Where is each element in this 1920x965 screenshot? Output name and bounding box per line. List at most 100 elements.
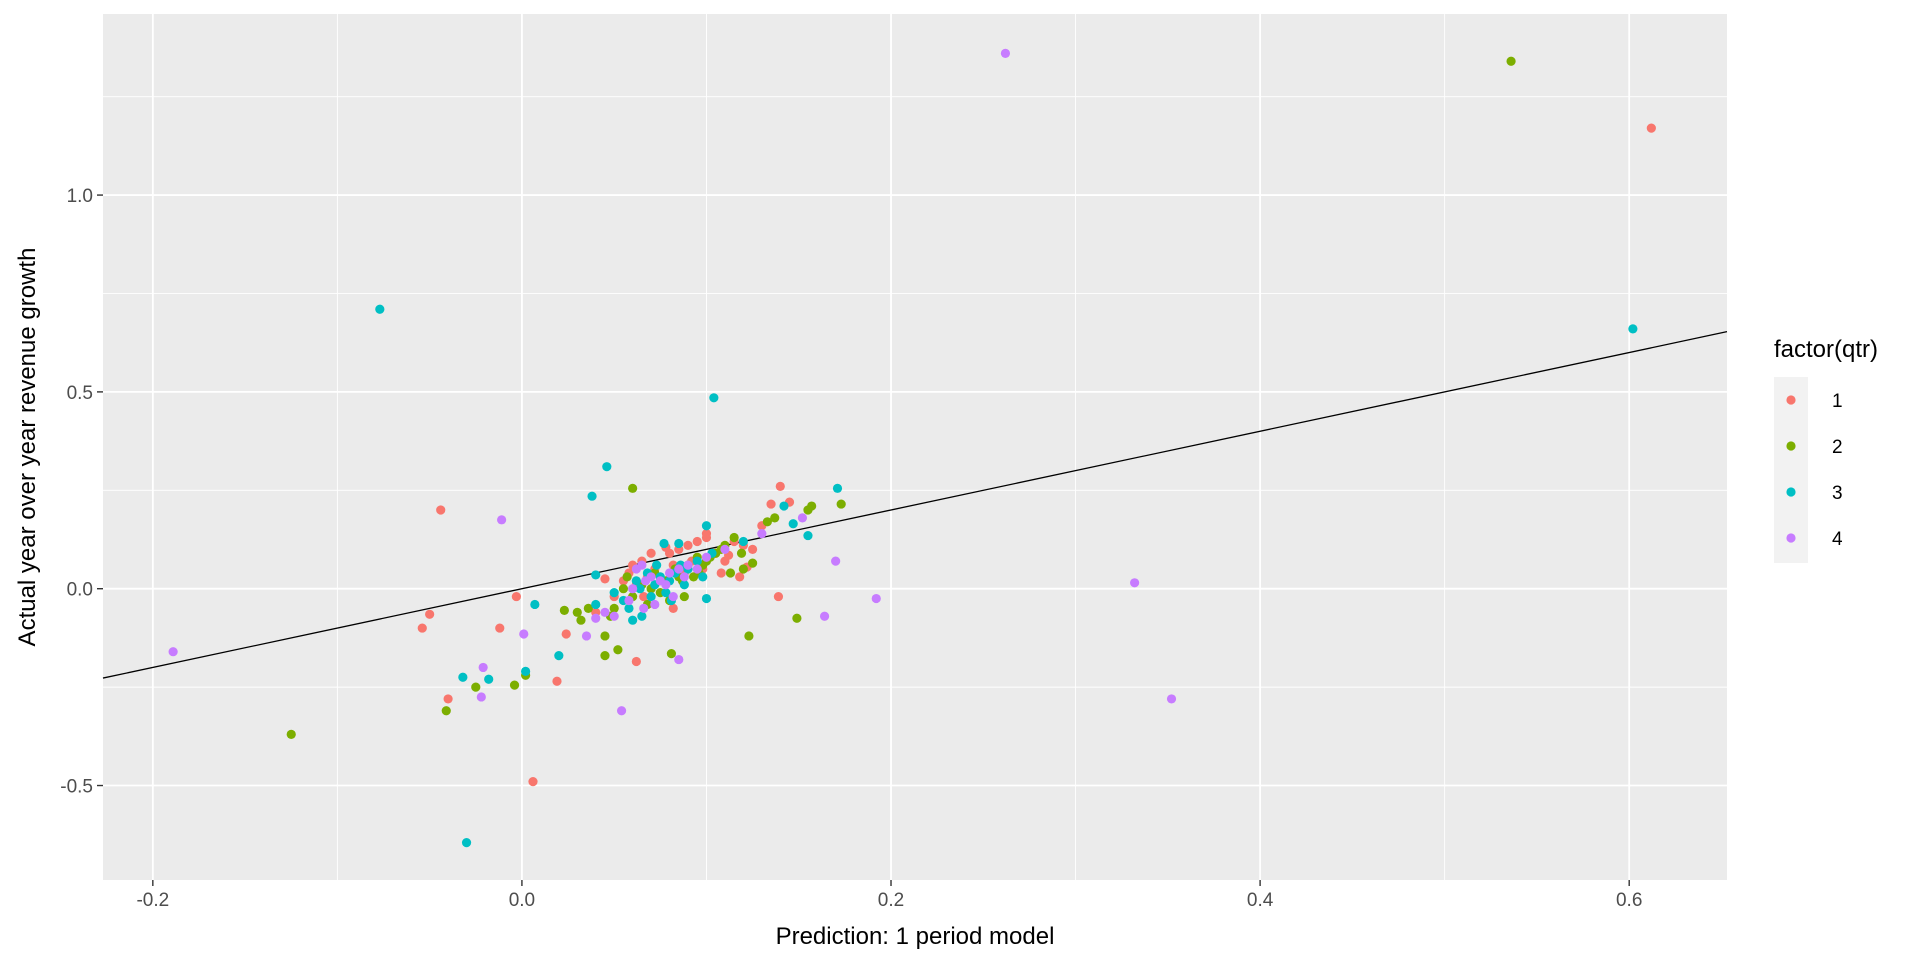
data-point-qtr-3 — [635, 584, 645, 594]
data-point-qtr-1 — [561, 629, 571, 639]
data-point-qtr-3 — [591, 570, 601, 580]
data-point-qtr-2 — [738, 564, 748, 574]
data-point-qtr-1 — [646, 548, 656, 558]
data-point-qtr-4 — [478, 662, 488, 673]
data-point-qtr-4 — [497, 515, 507, 525]
data-point-qtr-4 — [1130, 578, 1140, 588]
data-point-qtr-1 — [417, 623, 427, 633]
legend-label-qtr-1: 1 — [1832, 391, 1843, 412]
reference-line — [102, 331, 1728, 679]
data-point-qtr-3 — [679, 580, 689, 590]
data-point-qtr-3 — [530, 599, 540, 610]
data-point-qtr-3 — [461, 838, 472, 848]
data-point-qtr-1 — [443, 694, 453, 704]
data-point-qtr-4 — [664, 568, 675, 578]
data-point-qtr-1 — [668, 603, 678, 613]
data-point-qtr-1 — [528, 776, 538, 787]
data-point-qtr-4 — [631, 564, 641, 574]
data-point-qtr-4 — [692, 564, 702, 574]
data-point-qtr-3 — [788, 519, 798, 529]
data-point-qtr-1 — [436, 505, 446, 515]
data-point-qtr-3 — [674, 538, 684, 549]
data-point-qtr-3 — [602, 462, 612, 472]
data-point-qtr-4 — [871, 593, 881, 604]
x-axis: -0.2 0.0 0.2 0.4 0.6 — [136, 880, 1642, 911]
data-point-qtr-2 — [576, 615, 586, 625]
data-point-qtr-3 — [692, 556, 702, 566]
data-point-qtr-1 — [735, 572, 745, 582]
legend-label-qtr-4: 4 — [1832, 529, 1843, 550]
data-point-qtr-2 — [762, 517, 772, 527]
data-point-qtr-3 — [701, 521, 712, 531]
plot-panel — [103, 14, 1727, 880]
data-point-qtr-2 — [628, 483, 638, 493]
data-point-qtr-2 — [679, 591, 689, 602]
legend-label-qtr-2: 2 — [1832, 437, 1843, 458]
legend-key-qtr-2 — [1786, 441, 1796, 451]
data-point-qtr-2 — [748, 558, 758, 568]
data-point-qtr-1 — [495, 623, 505, 633]
y-axis: -0.5 0.0 0.5 1.0 — [60, 186, 103, 798]
legend: factor(qtr) 1 2 3 4 — [1774, 336, 1878, 563]
data-point-qtr-4 — [661, 580, 671, 590]
data-point-qtr-3 — [803, 530, 813, 541]
data-point-qtr-4 — [600, 607, 610, 617]
legend-label-qtr-3: 3 — [1832, 483, 1843, 504]
data-point-qtr-3 — [637, 611, 647, 621]
data-point-qtr-2 — [559, 605, 569, 615]
data-point-qtr-4 — [650, 599, 660, 610]
data-point-qtr-1 — [639, 591, 649, 602]
data-point-qtr-4 — [701, 552, 712, 562]
data-point-qtr-2 — [471, 682, 481, 692]
minor-gridlines — [103, 14, 1727, 880]
legend-key-qtr-1 — [1786, 395, 1796, 405]
data-point-qtr-2 — [836, 499, 846, 509]
data-point-qtr-2 — [744, 631, 754, 641]
data-point-qtr-1 — [511, 591, 521, 602]
data-point-qtr-4 — [683, 560, 693, 570]
data-point-qtr-3 — [701, 593, 712, 604]
y-tick-label: 0.5 — [67, 383, 93, 404]
data-point-qtr-2 — [792, 613, 802, 623]
x-axis-title: Prediction: 1 period model — [776, 923, 1055, 950]
data-point-qtr-1 — [1646, 123, 1656, 133]
data-point-qtr-4 — [609, 611, 619, 621]
x-tick-label: 0.0 — [509, 890, 535, 911]
data-point-qtr-1 — [748, 544, 758, 554]
data-point-qtr-2 — [572, 607, 582, 617]
data-point-qtr-2 — [1506, 56, 1516, 66]
data-point-qtr-4 — [168, 647, 178, 657]
data-point-qtr-3 — [624, 603, 634, 613]
data-point-qtr-1 — [716, 568, 726, 578]
data-point-qtr-2 — [803, 505, 813, 515]
data-point-qtr-1 — [701, 529, 712, 539]
data-point-qtr-4 — [757, 529, 767, 539]
data-point-qtr-4 — [1000, 48, 1011, 58]
data-point-qtr-4 — [639, 603, 649, 613]
data-point-qtr-3 — [628, 615, 638, 625]
data-point-qtr-2 — [609, 603, 619, 613]
data-point-qtr-4 — [616, 706, 627, 716]
data-point-qtr-1 — [425, 609, 435, 619]
data-point-qtr-2 — [286, 729, 296, 739]
data-point-qtr-3 — [652, 560, 662, 570]
data-point-qtr-4 — [591, 613, 601, 623]
y-axis-title: Actual year over year revenue growth — [14, 248, 41, 647]
data-point-qtr-4 — [668, 591, 678, 602]
data-point-qtr-3 — [832, 483, 843, 493]
data-point-qtr-4 — [831, 556, 841, 566]
data-point-qtr-1 — [775, 481, 785, 491]
data-point-qtr-2 — [600, 651, 610, 661]
data-point-qtr-3 — [591, 599, 601, 610]
data-point-qtr-4 — [640, 576, 651, 586]
data-point-qtr-3 — [587, 491, 597, 501]
data-point-qtr-3 — [698, 572, 708, 582]
x-tick-label: -0.2 — [136, 890, 169, 911]
data-points — [168, 48, 1656, 848]
data-point-qtr-4 — [476, 692, 486, 702]
data-point-qtr-2 — [583, 603, 593, 613]
major-gridlines — [103, 14, 1727, 880]
data-point-qtr-2 — [600, 631, 610, 641]
